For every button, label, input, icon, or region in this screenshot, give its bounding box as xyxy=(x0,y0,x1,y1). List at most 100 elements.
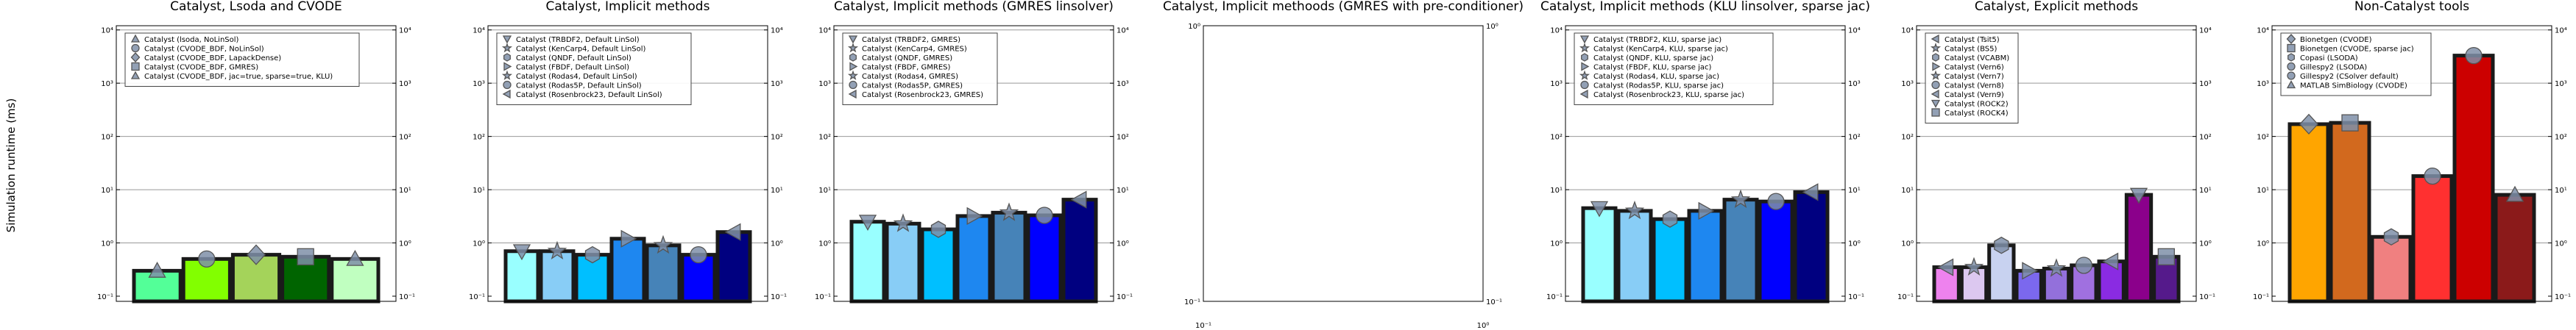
legend-marker xyxy=(2286,34,2296,44)
legend-marker xyxy=(1931,80,1940,90)
legend-entry: Catalyst (Rodas4, KLU, sparse jac) xyxy=(1593,73,1719,81)
y-tick-label: 10¹ xyxy=(1901,187,1914,195)
y-tick-label: 10¹ xyxy=(473,187,485,195)
y-tick-label: 10⁰ xyxy=(2199,240,2212,248)
y-tick-label: 10¹ xyxy=(399,187,411,195)
y-tick-label: 10⁻¹ xyxy=(1117,293,1133,301)
legend-marker xyxy=(131,43,140,53)
axes-frame xyxy=(833,25,1114,302)
bar xyxy=(1652,217,1688,304)
bar xyxy=(1722,198,1759,304)
axes-frame xyxy=(1203,25,1484,302)
y-tick-label: 10¹ xyxy=(2199,187,2212,195)
y-tick-label: 10² xyxy=(399,134,411,142)
bar-marker xyxy=(1624,200,1645,220)
bar xyxy=(1687,209,1724,304)
y-tick-label: 10⁻¹ xyxy=(1486,298,1502,306)
legend-entry: Catalyst (BS5) xyxy=(1945,46,1997,54)
legend-marker xyxy=(502,35,512,44)
bar-marker xyxy=(1036,207,1053,224)
y-tick-label: 10⁰ xyxy=(1486,23,1498,31)
bar xyxy=(1758,199,1794,304)
y-tick-label: 10⁻¹ xyxy=(1546,293,1563,301)
legend-marker xyxy=(1930,70,1942,80)
legend-marker xyxy=(1931,89,1939,99)
chart-title: Non-Catalyst tools xyxy=(2354,0,2469,14)
legend-marker xyxy=(848,35,858,44)
bar-marker xyxy=(512,244,531,261)
bar xyxy=(849,220,886,304)
legend-entry: Catalyst (ROCK2) xyxy=(1945,101,2009,109)
y-tick-label: 10¹ xyxy=(818,187,831,195)
legend-box xyxy=(842,32,998,105)
y-tick-label: 10³ xyxy=(1117,80,1129,88)
legend-entry: Catalyst (Vern6) xyxy=(1945,64,2004,72)
bar-marker xyxy=(2383,228,2399,246)
bar xyxy=(2287,122,2330,304)
legend-entry: Catalyst (Rodas5P, Default LinSol) xyxy=(516,82,642,90)
bar-marker xyxy=(297,248,314,265)
y-tick-label: 10³ xyxy=(1901,80,1914,88)
chart-panel-3: Catalyst, Implicit methods (GMRES linsol… xyxy=(815,0,1133,304)
legend-marker xyxy=(1931,99,1941,108)
bar-marker xyxy=(893,213,913,232)
bar xyxy=(1932,265,1961,304)
bar-marker xyxy=(148,262,166,278)
legend-marker xyxy=(1579,89,1588,99)
y-tick-label: 10⁰ xyxy=(1117,240,1129,248)
y-tick-label: 10⁴ xyxy=(2199,27,2212,35)
chart-panel-5: Catalyst, Implicit methods (KLU linsolve… xyxy=(1540,0,1870,304)
y-tick-label: 10⁴ xyxy=(2555,27,2567,35)
y-tick-label: 10⁰ xyxy=(2257,240,2269,248)
legend-marker xyxy=(130,71,141,79)
legend-marker xyxy=(131,62,140,71)
legend-marker xyxy=(503,62,512,71)
bar xyxy=(2494,193,2536,304)
legend-entry: Catalyst (KenCarp4, GMRES) xyxy=(862,46,967,54)
legend-entry: Catalyst (Rosenbrock23, Default LinSol) xyxy=(516,91,662,99)
legend-entry: Catalyst (KenCarp4, Default LinSol) xyxy=(516,46,646,54)
y-tick-label: 10³ xyxy=(1550,80,1563,88)
legend-entry: Catalyst (CVODE_BDF, jac=true, sparse=tr… xyxy=(144,73,333,81)
y-tick-label: 10³ xyxy=(818,80,831,88)
legend-entry: Catalyst (lsoda, NoLinSol) xyxy=(144,36,239,44)
bar-marker xyxy=(1698,201,1715,220)
legend-entry: Catalyst (TRBDF2, KLU, sparse jac) xyxy=(1593,36,1722,44)
bar xyxy=(885,221,921,304)
y-tick-label: 10⁻¹ xyxy=(815,293,831,301)
chart-title: Catalyst, Explicit methods xyxy=(1975,0,2138,14)
legend-entry: Bionetgen (CVODE) xyxy=(2300,36,2372,44)
legend-entry: Catalyst (QNDF, KLU, sparse jac) xyxy=(1593,54,1713,62)
bar-marker xyxy=(620,229,637,248)
legend-entry: Catalyst (Tsit5) xyxy=(1945,36,2000,44)
legend-entry: Catalyst (TRBDF2, Default LinSol) xyxy=(516,36,640,44)
axes-frame xyxy=(1916,25,2197,302)
bar xyxy=(1616,209,1653,304)
bar-marker xyxy=(2022,262,2039,280)
bar-marker xyxy=(2075,257,2092,274)
legend-box xyxy=(496,32,692,105)
y-tick-label: 10¹ xyxy=(1117,187,1129,195)
bar xyxy=(991,210,1027,304)
y-tick-label: 10³ xyxy=(1848,80,1861,88)
legend-box xyxy=(124,32,360,87)
y-tick-label: 10⁻¹ xyxy=(1897,293,1914,301)
y-tick-label: 10³ xyxy=(2199,80,2212,88)
y-tick-label: 10⁻¹ xyxy=(1184,298,1200,306)
y-tick-label: 10¹ xyxy=(2257,187,2269,195)
y-tick-label: 10² xyxy=(2257,134,2269,142)
y-tick-label: 10⁰ xyxy=(2555,240,2567,248)
y-tick-label: 10⁰ xyxy=(818,240,831,248)
y-tick-label: 10² xyxy=(2555,134,2567,142)
y-tick-label: 10³ xyxy=(473,80,485,88)
y-tick-label: 10⁻¹ xyxy=(97,293,113,301)
chart-panel-2: Catalyst, Implicit methods 10⁻¹ 10⁻¹ 10⁰ 10⁰… xyxy=(469,0,787,304)
y-tick-label: 10¹ xyxy=(1550,187,1563,195)
y-tick-label: 10⁻¹ xyxy=(771,293,787,301)
chart-title: Catalyst, Implicit methods (KLU linsolve… xyxy=(1540,0,1870,14)
y-tick-label: 10³ xyxy=(2555,80,2567,88)
y-tick-label: 10² xyxy=(818,134,831,142)
legend-entry: Catalyst (CVODE_BDF, LapackDense) xyxy=(144,54,281,62)
y-tick-label: 10² xyxy=(771,134,783,142)
legend-marker xyxy=(2287,53,2295,62)
